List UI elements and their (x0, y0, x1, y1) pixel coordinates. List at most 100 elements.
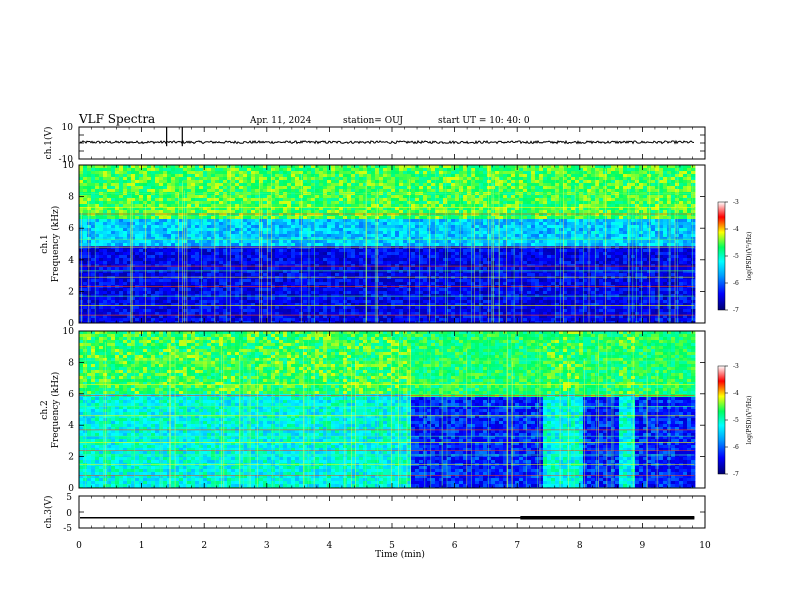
spectrogram-cell (359, 315, 364, 319)
spectrogram-cell (215, 216, 220, 220)
spectrogram-cell (179, 234, 184, 238)
spectrogram-cell (383, 300, 388, 304)
spectrogram-cell (79, 183, 84, 187)
spectrogram-cell (311, 240, 316, 244)
spectrogram-cell (239, 288, 244, 292)
spectrogram-cell (327, 225, 332, 229)
spectrogram-cell (123, 300, 128, 304)
spectrogram-cell (215, 234, 220, 238)
spectrogram-cell (271, 189, 276, 193)
spectrogram-cell (283, 228, 288, 232)
spectrogram-cell (219, 219, 224, 223)
spectrogram-cell (287, 216, 292, 220)
spectrogram-cell (399, 312, 404, 316)
spectrogram-cell (387, 213, 392, 217)
spectrogram-cell (243, 240, 248, 244)
spectrogram-cell (319, 312, 324, 316)
spectrogram-cell (267, 165, 272, 169)
spectrogram-cell (355, 201, 360, 205)
spectrogram-cell (387, 180, 392, 184)
spectrogram-cell (211, 171, 216, 175)
spectrogram-cell (319, 174, 324, 178)
spectrogram-cell (319, 165, 324, 169)
spectrogram-cell (111, 309, 116, 313)
spectrogram-cell (179, 174, 184, 178)
spectrogram-cell (187, 279, 192, 283)
spectrogram-cell (335, 237, 340, 241)
spectrogram-cell (135, 264, 140, 268)
spectrogram-cell (291, 303, 296, 307)
spectrogram-cell (343, 171, 348, 175)
spectrogram-cell (435, 231, 440, 235)
spectrogram-cell (107, 213, 112, 217)
spectrogram-cell (147, 177, 152, 181)
spectrogram-cell (151, 228, 156, 232)
spectrogram-cell (195, 180, 200, 184)
spectrogram-cell (179, 201, 184, 205)
spectrogram-cell (195, 213, 200, 217)
spectrogram-cell (163, 318, 168, 322)
spectrogram-cell (371, 219, 376, 223)
spectrogram-cell (195, 294, 200, 298)
spectrogram-cell (195, 249, 200, 253)
spectrogram-cell (231, 195, 236, 199)
spectrogram-cell (103, 201, 108, 205)
spectrogram-cell (383, 255, 388, 259)
spectrogram-cell (283, 282, 288, 286)
spectrogram-cell (191, 303, 196, 307)
spectrogram-cell (339, 267, 344, 271)
spectrogram-cell (95, 174, 100, 178)
spectrogram-cell (315, 207, 320, 211)
spectrogram-cell (311, 291, 316, 295)
spectrogram-cell (379, 195, 384, 199)
spectrogram-cell (311, 303, 316, 307)
spectrogram-cell (323, 234, 328, 238)
spectrogram-cell (187, 297, 192, 301)
spectrogram-cell (95, 279, 100, 283)
spectrogram-cell (103, 243, 108, 247)
spectrogram-cell (179, 186, 184, 190)
spectrogram-cell (279, 198, 284, 202)
spectrogram-cell (203, 165, 208, 169)
spectrogram-cell (439, 201, 444, 205)
spectrogram-cell (235, 198, 240, 202)
spectrogram-cell (203, 261, 208, 265)
spectrogram-cell (371, 288, 376, 292)
spectrogram-cell (271, 234, 276, 238)
spectrogram-cell (359, 171, 364, 175)
spectrogram-cell (247, 276, 252, 280)
spectrogram-cell (395, 165, 400, 169)
spectrogram-cell (251, 279, 256, 283)
spectrogram-cell (151, 195, 156, 199)
spectrogram-cell (95, 186, 100, 190)
spectrogram-cell (263, 255, 268, 259)
spectrogram-cell (263, 315, 268, 319)
spectrogram-cell (235, 189, 240, 193)
spectrogram-cell (219, 243, 224, 247)
spectrogram-cell (327, 228, 332, 232)
spectrogram-cell (203, 321, 208, 324)
spectrogram-cell (335, 198, 340, 202)
spectrogram-cell (195, 222, 200, 226)
spectrogram-cell (131, 264, 136, 268)
spectrogram-cell (95, 204, 100, 208)
spectrogram-cell (263, 216, 268, 220)
spectrogram-cell (111, 210, 116, 214)
spectrogram-cell (103, 264, 108, 268)
spectrogram-cell (403, 264, 408, 268)
spectrogram-cell (235, 291, 240, 295)
spectrogram-cell (239, 243, 244, 247)
spectrogram-cell (235, 318, 240, 322)
spectrogram-cell (187, 315, 192, 319)
spectrogram-cell (371, 204, 376, 208)
spectrogram-cell (423, 189, 428, 193)
spectrogram-cell (103, 168, 108, 172)
spectrogram-cell (339, 177, 344, 181)
spectrogram-cell (215, 195, 220, 199)
spectrogram-cell (187, 225, 192, 229)
spectrogram-cell (83, 246, 88, 250)
spectrogram-cell (335, 258, 340, 262)
spectrogram-cell (143, 189, 148, 193)
spectrogram-cell (435, 243, 440, 247)
spectrogram-cell (135, 222, 140, 226)
